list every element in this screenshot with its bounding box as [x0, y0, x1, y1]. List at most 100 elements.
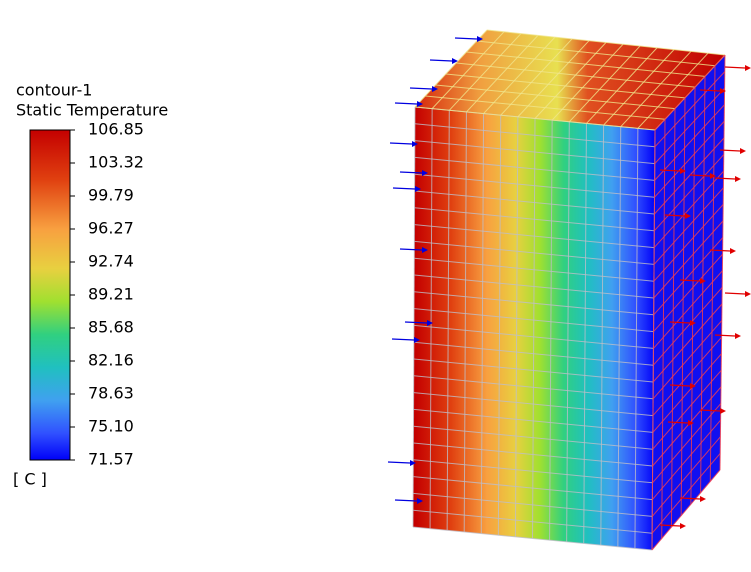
mesh-line: [566, 121, 570, 542]
arrow-head: [415, 186, 421, 192]
mesh-line: [413, 375, 654, 400]
mesh-line: [652, 353, 722, 433]
arrow: [399, 248, 423, 251]
mesh-line: [654, 121, 725, 198]
arrow: [394, 499, 418, 502]
arrow-head: [685, 213, 691, 219]
mesh-line: [634, 128, 639, 549]
arrow-head: [422, 247, 428, 253]
color-bar: [29, 129, 71, 461]
mesh-line: [709, 65, 716, 482]
arrow-head: [427, 320, 433, 326]
legend-title: contour-1: [16, 81, 92, 100]
mesh-line: [652, 320, 723, 400]
mesh-line: [661, 119, 666, 539]
mesh-line: [413, 408, 653, 433]
mesh-line: [654, 54, 726, 131]
mesh-line: [414, 257, 654, 282]
arrow-head: [700, 278, 706, 284]
arrow-head: [720, 408, 726, 414]
mesh-line: [652, 303, 723, 383]
mesh-line: [412, 106, 416, 528]
mesh-line: [413, 459, 653, 484]
mesh-line: [414, 224, 655, 249]
arrow-head: [710, 173, 716, 179]
mesh-line: [719, 54, 726, 471]
mesh-line: [652, 287, 723, 366]
arrow-head: [690, 320, 696, 326]
mesh-line: [414, 123, 655, 148]
mesh-line: [413, 509, 653, 534]
mesh-line: [651, 419, 721, 500]
tick-label: 89.21: [88, 285, 134, 304]
mesh-line: [413, 492, 653, 517]
mesh-line: [414, 207, 655, 232]
arrow-head: [700, 496, 706, 502]
mesh-line: [551, 43, 624, 121]
mesh-line: [413, 476, 653, 501]
mesh-line: [413, 442, 653, 467]
arrow: [667, 421, 689, 424]
mesh-line: [414, 240, 655, 265]
mesh-line: [653, 220, 724, 299]
mesh-line: [466, 51, 706, 77]
mesh-line: [413, 308, 654, 333]
arrow-head: [740, 148, 746, 154]
tick-label: 85.68: [88, 318, 134, 337]
mesh-line: [435, 84, 676, 110]
tick-label: 96.27: [88, 219, 134, 238]
mesh-line: [652, 386, 722, 467]
mesh-line: [425, 95, 666, 120]
mesh-line: [414, 274, 654, 299]
arrow-head: [422, 170, 428, 176]
mesh-line: [532, 118, 536, 539]
mesh-line: [414, 29, 488, 108]
mesh-line: [653, 154, 725, 232]
arrow: [404, 321, 428, 324]
legend-units: [ C ]: [13, 470, 47, 489]
arrow: [714, 177, 736, 180]
legend-subtitle: Static Temperature: [16, 101, 168, 120]
tick-label: 78.63: [88, 384, 134, 403]
arrow-head: [735, 333, 741, 339]
arrow: [389, 142, 413, 145]
mesh-line: [414, 140, 655, 165]
mesh-line: [456, 62, 696, 88]
arrow: [429, 59, 453, 62]
mesh-line: [414, 291, 654, 316]
mesh-line: [413, 425, 653, 450]
arrow: [659, 524, 681, 527]
arrow: [669, 384, 691, 387]
mesh-line: [514, 116, 519, 537]
mesh-line: [653, 187, 724, 265]
arrow-head: [745, 65, 751, 71]
mesh-line: [651, 129, 656, 551]
arrow: [669, 321, 691, 324]
arrow: [709, 249, 731, 252]
mesh-line: [617, 126, 622, 547]
mesh-line: [476, 40, 716, 67]
mesh-line: [413, 324, 654, 349]
mesh-line: [680, 97, 686, 516]
mesh-line: [431, 31, 505, 109]
tick-label: 106.85: [88, 120, 144, 139]
mesh-line: [466, 35, 539, 113]
arrow-head: [745, 291, 751, 297]
mesh-line: [534, 42, 607, 119]
arrow-head: [412, 141, 418, 147]
arrow: [719, 149, 741, 152]
arrow-head: [417, 498, 423, 504]
tick-label: 92.74: [88, 252, 134, 271]
mesh-line: [414, 106, 656, 131]
mesh-line: [517, 40, 590, 118]
arrow-head: [432, 86, 438, 92]
mesh-line: [413, 392, 654, 417]
mesh-line: [653, 170, 724, 248]
arrow: [714, 334, 736, 337]
mesh-line: [652, 336, 722, 416]
mesh-line: [429, 108, 433, 529]
mesh-line: [446, 110, 450, 531]
arrow: [664, 214, 686, 217]
mesh-line: [586, 47, 658, 124]
